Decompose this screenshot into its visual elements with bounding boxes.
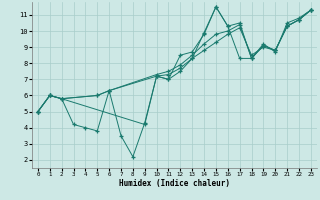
X-axis label: Humidex (Indice chaleur): Humidex (Indice chaleur): [119, 179, 230, 188]
